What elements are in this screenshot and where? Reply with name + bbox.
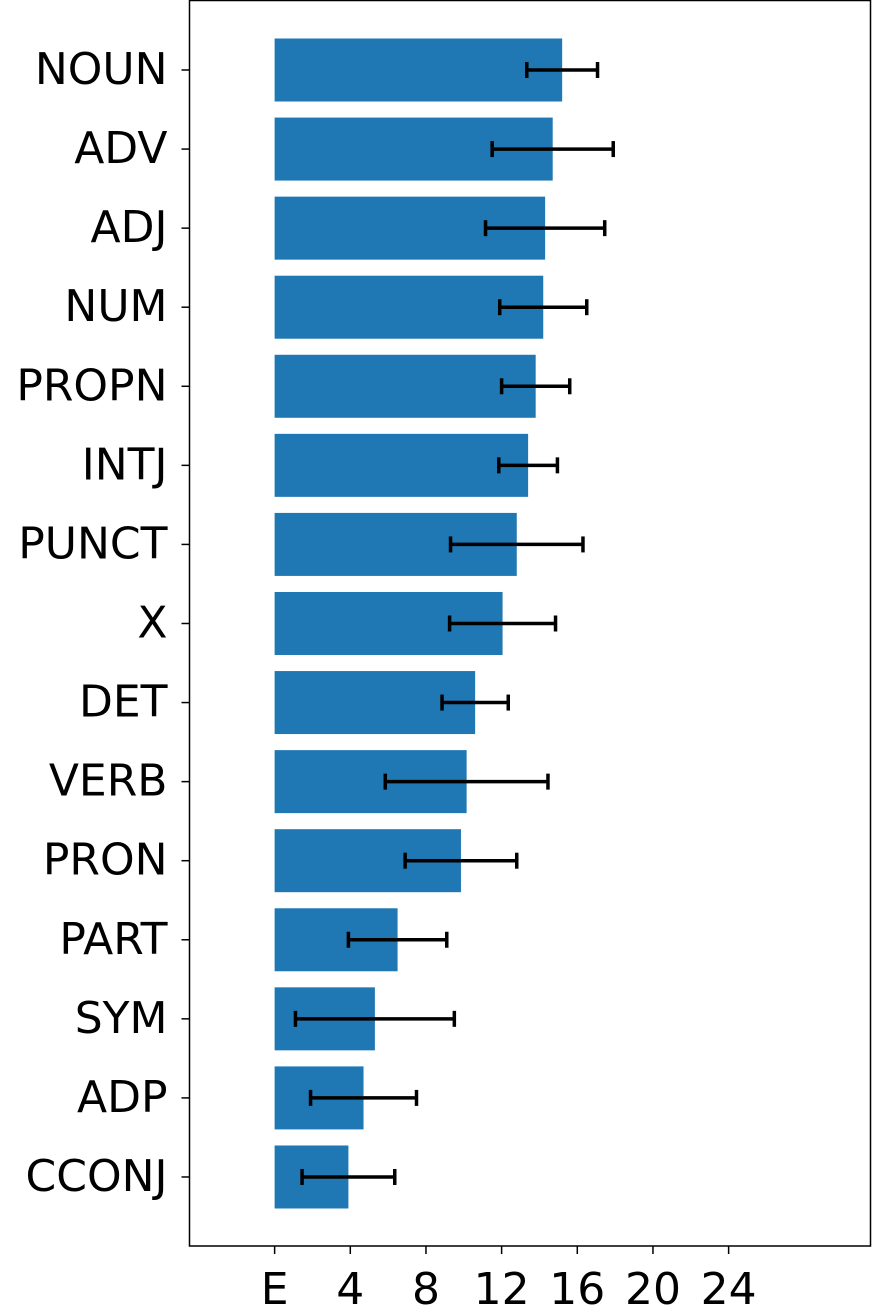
x-tick-label: 4 xyxy=(336,1264,364,1315)
y-tick-label: VERB xyxy=(49,756,168,807)
error-bar xyxy=(448,536,585,553)
error-bar xyxy=(440,694,510,711)
bar xyxy=(274,354,536,418)
y-tick-label: PROPN xyxy=(16,360,167,411)
y-tick-label: DET xyxy=(79,677,168,728)
error-bar xyxy=(490,141,615,158)
y-tick-label: INTJ xyxy=(82,439,168,490)
error-bar xyxy=(525,62,600,78)
x-tick-label: E xyxy=(261,1264,289,1315)
error-bar xyxy=(447,615,558,632)
error-bar xyxy=(346,931,449,948)
error-bar xyxy=(403,852,519,869)
error-bar xyxy=(499,378,572,395)
y-tick-label: ADV xyxy=(74,123,167,174)
y-tick-label: CCONJ xyxy=(26,1151,168,1202)
bar xyxy=(274,433,529,497)
y-tick-label: PRON xyxy=(43,835,168,886)
error-bar xyxy=(483,220,607,237)
error-bar xyxy=(383,773,550,790)
y-tick-label: ADJ xyxy=(91,202,168,253)
y-tick-label: NUM xyxy=(64,281,167,332)
bar xyxy=(274,38,563,102)
error-bar xyxy=(300,1168,397,1185)
y-tick-label: PART xyxy=(59,914,167,965)
y-tick-label: PUNCT xyxy=(18,518,167,569)
x-tick-label: 12 xyxy=(474,1264,530,1315)
y-tick-label: NOUN xyxy=(35,44,168,95)
x-tick-label: 8 xyxy=(412,1264,440,1315)
error-bar xyxy=(293,1010,457,1027)
error-bar xyxy=(497,457,560,474)
y-tick-label: SYM xyxy=(75,993,168,1044)
x-tick-label: 16 xyxy=(549,1264,605,1315)
y-tick-label: X xyxy=(137,597,167,648)
error-bar xyxy=(497,299,589,316)
y-tick-label: ADP xyxy=(77,1072,168,1123)
error-bar xyxy=(308,1089,419,1106)
x-tick-label: 20 xyxy=(625,1264,681,1315)
x-tick-label: 24 xyxy=(701,1264,757,1315)
